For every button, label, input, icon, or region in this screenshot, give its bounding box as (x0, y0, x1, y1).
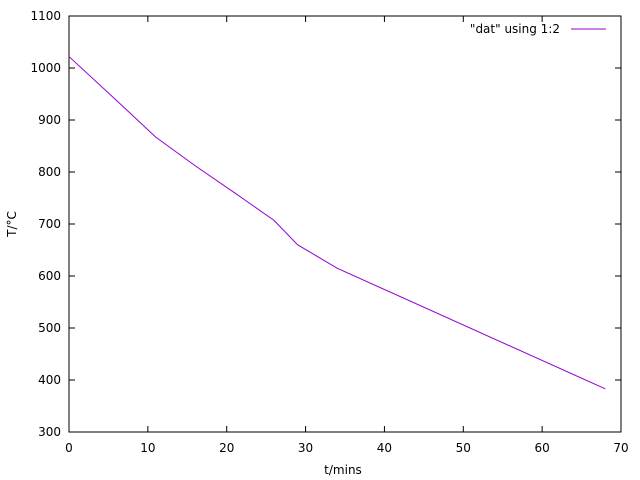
x-tick-label: 60 (535, 441, 550, 455)
plot-frame (68, 15, 622, 433)
legend-label: "dat" using 1:2 (470, 22, 560, 36)
y-tick-label: 400 (38, 373, 61, 387)
axis-ticks: 0 10 20 30 40 50 60 70 300 400 500 600 700 800 900 1000… (30, 9, 628, 455)
x-tick-label: 70 (613, 441, 628, 455)
y-axis-label: T/°C (5, 211, 19, 238)
x-tick-label: 0 (65, 441, 73, 455)
y-tick-label: 1100 (30, 9, 61, 23)
y-tick-label: 900 (38, 113, 61, 127)
x-tick-label: 40 (377, 441, 392, 455)
y-tick-label: 1000 (30, 61, 61, 75)
x-axis-label: t/mins (324, 463, 362, 477)
x-tick-label: 30 (298, 441, 313, 455)
x-tick-label: 20 (219, 441, 234, 455)
y-tick-label: 800 (38, 165, 61, 179)
y-tick-label: 500 (38, 321, 61, 335)
x-tick-label: 10 (140, 441, 155, 455)
y-tick-label: 700 (38, 217, 61, 231)
y-tick-label: 600 (38, 269, 61, 283)
series-line (68, 56, 606, 390)
x-tick-label: 50 (456, 441, 471, 455)
y-tick-label: 300 (38, 425, 61, 439)
